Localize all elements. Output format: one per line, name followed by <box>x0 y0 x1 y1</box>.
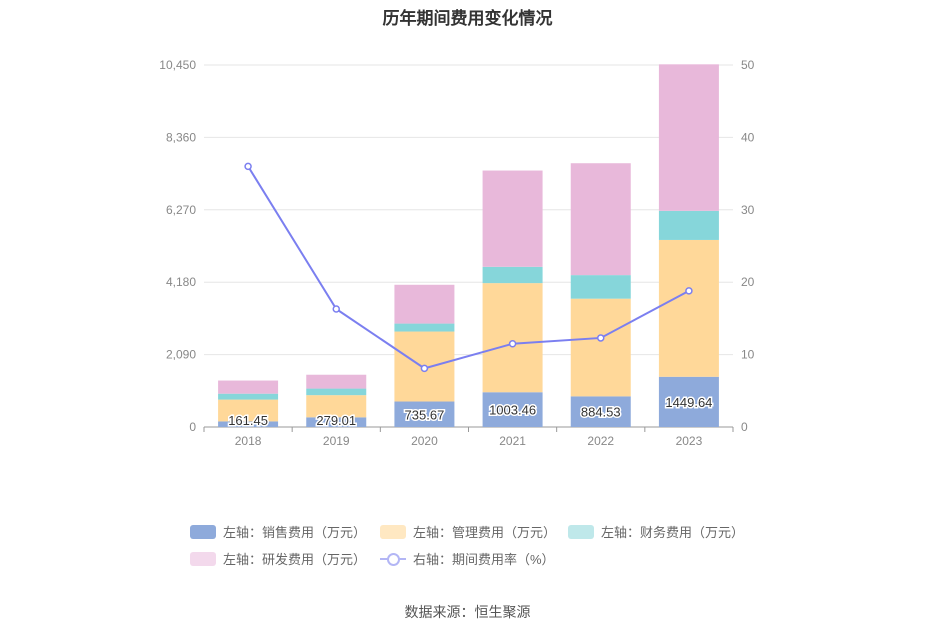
bar-segment <box>658 376 719 427</box>
bar-segment <box>570 396 631 427</box>
bar-segment <box>394 284 455 324</box>
bar-segment <box>658 239 719 377</box>
legend-label-rd: 左轴：研发费用（万元） <box>223 552 367 567</box>
data-source: 数据来源：恒生聚源 <box>404 604 531 620</box>
data-label-sales: 884.53 <box>581 405 621 420</box>
legend-label-sales: 左轴：销售费用（万元） <box>223 525 367 540</box>
line-point <box>685 287 693 295</box>
bar-segment <box>570 163 631 276</box>
data-label-sales: 1449.64 <box>665 395 712 410</box>
bar-segment <box>218 393 279 400</box>
y-left-tick-label: 6,270 <box>166 203 196 217</box>
legend-item-rd[interactable]: 左轴：研发费用（万元） <box>190 549 366 568</box>
legend-item-finance[interactable]: 左轴：财务费用（万元） <box>568 522 744 541</box>
line-expense-rate <box>247 165 690 370</box>
y-left-tick-label: 4,180 <box>166 275 196 289</box>
line-point <box>420 364 429 373</box>
bar-segment <box>482 283 543 393</box>
bar-segment <box>658 210 719 240</box>
y-left-tick-label: 10,450 <box>159 58 196 72</box>
bar-segment <box>306 417 367 427</box>
line-point <box>244 162 252 171</box>
x-tick-label: 2023 <box>676 434 703 448</box>
bar-segment <box>570 298 631 397</box>
x-tick-label: 2021 <box>499 434 526 448</box>
bar-segment <box>394 401 455 427</box>
bar-segment <box>482 266 543 284</box>
bar-segment <box>394 323 455 332</box>
legend-swatch-rd <box>190 551 216 566</box>
x-tick-label: 2022 <box>587 434 614 448</box>
line-point <box>332 305 340 313</box>
bar-segment <box>482 392 543 427</box>
y-right-tick-label: 30 <box>741 203 755 217</box>
legend-swatch-admin <box>380 524 406 539</box>
data-label-sales: 161.45 <box>228 413 268 428</box>
y-right-tick-label: 0 <box>741 420 748 434</box>
bar-segment <box>218 399 279 422</box>
chart-plot: 0 2,090 4,180 6,270 8,360 10,450 0 10 20 30 40 50 20… <box>159 58 755 448</box>
bar-segment <box>306 374 367 389</box>
line-point <box>597 334 605 342</box>
y-right-tick-label: 10 <box>741 348 755 362</box>
y-right-tick-label: 40 <box>741 130 755 144</box>
legend-item-admin[interactable]: 左轴：管理费用（万元） <box>380 522 556 541</box>
legend-swatch-sales <box>190 524 216 539</box>
bar-segment <box>306 395 367 418</box>
bar-segment <box>482 170 543 267</box>
legend-item-sales[interactable]: 左轴：销售费用（万元） <box>190 522 366 541</box>
x-tick-label: 2019 <box>323 434 350 448</box>
bar-segment <box>306 388 367 396</box>
legend-label-admin: 左轴：管理费用（万元） <box>413 525 557 540</box>
y-left-tick-label: 2,090 <box>166 348 196 362</box>
bar-segment <box>658 64 719 211</box>
bar-segment <box>570 275 631 299</box>
bar-segment <box>218 421 279 427</box>
x-tick-label: 2018 <box>235 434 262 448</box>
legend-swatch-finance <box>568 524 594 539</box>
y-right-tick-label: 20 <box>741 275 755 289</box>
legend-label-expense-rate: 右轴：期间费用率（%） <box>413 552 555 567</box>
data-label-sales: 735.67 <box>405 407 445 422</box>
data-label-sales: 1003.46 <box>489 403 536 418</box>
line-point <box>508 339 517 348</box>
y-right-tick-label: 50 <box>741 58 755 72</box>
legend-swatch-expense-rate <box>380 552 406 566</box>
legend-item-expense-rate[interactable]: 右轴：期间费用率（%） <box>380 549 555 568</box>
y-left-tick-label: 8,360 <box>166 130 196 144</box>
legend-label-finance: 左轴：财务费用（万元） <box>601 525 745 540</box>
x-tick-label: 2020 <box>411 434 438 448</box>
data-label-sales: 279.01 <box>316 413 356 428</box>
chart-title: 历年期间费用变化情况 <box>382 9 553 28</box>
y-left-tick-label: 0 <box>189 420 196 434</box>
bar-segment <box>218 380 279 394</box>
